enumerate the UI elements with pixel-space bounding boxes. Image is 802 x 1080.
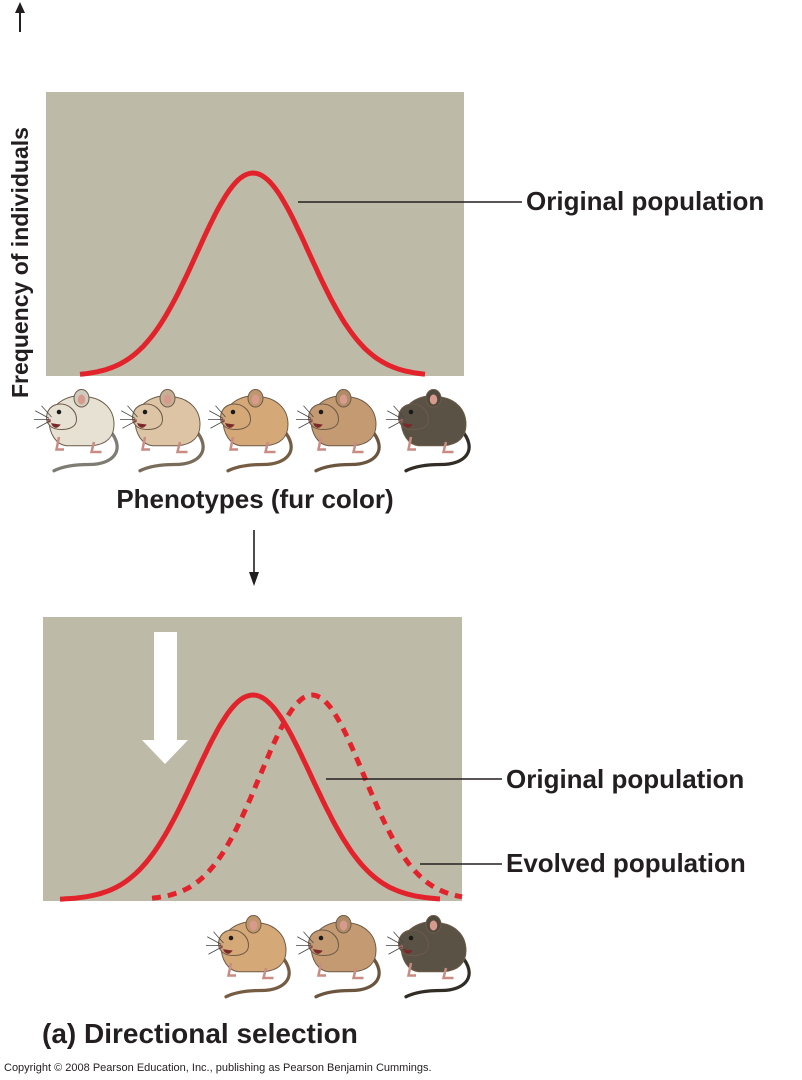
top-mouse-3 <box>208 389 293 473</box>
y-axis-arrow <box>15 2 25 32</box>
selection-pressure-arrow <box>142 632 188 764</box>
bottom-mouse-3 <box>386 915 471 999</box>
top-mouse-1 <box>34 389 119 473</box>
y-axis-label: Frequency of individuals <box>7 127 33 398</box>
top-mouse-2 <box>120 389 205 473</box>
copyright-notice: Copyright © 2008 Pearson Education, Inc.… <box>4 1062 432 1074</box>
bottom-original-population-curve <box>59 692 441 902</box>
top-plot-panel <box>46 92 464 376</box>
top-original-population-label: Original population <box>526 186 764 216</box>
figure-caption: (a) Directional selection <box>42 1018 358 1049</box>
bottom-original-population-label: Original population <box>506 764 744 794</box>
bottom-plot-panel <box>43 617 462 901</box>
bottom-mouse-2 <box>296 915 381 999</box>
down-arrow <box>249 530 259 586</box>
x-axis-label: Phenotypes (fur color) <box>116 484 393 514</box>
evolved-population-label: Evolved population <box>506 848 746 878</box>
y-axis-label-group: Frequency of individuals <box>7 127 33 398</box>
bottom-mouse-1 <box>206 915 291 999</box>
top-mouse-5 <box>386 389 471 473</box>
top-mouse-4 <box>296 389 381 473</box>
bottom-mice-row <box>206 915 471 999</box>
original-population-curve <box>79 170 426 377</box>
top-mice-row <box>34 389 471 473</box>
